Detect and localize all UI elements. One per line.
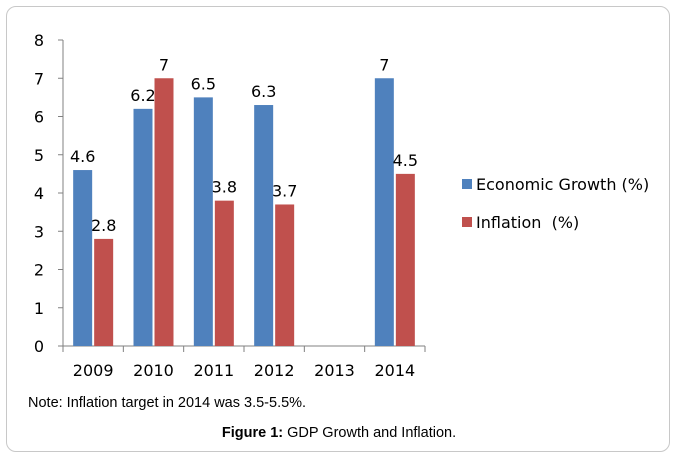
y-tick-label: 0 [34,337,44,356]
y-tick-label: 3 [34,222,44,241]
data-label: 6.3 [251,82,276,101]
y-tick-label: 6 [34,108,44,127]
data-label: 7 [379,55,389,74]
data-label: 3.7 [272,181,297,200]
x-axis: 2009 2010 2011 2012 2013 2014 [62,345,426,380]
bar-chart: 0 1 2 3 4 5 6 7 8 2009 2010 2011 2012 2013 2014 4.6 6.… [34,31,649,380]
bar-economic-growth [193,97,213,346]
data-label: 4.5 [393,151,418,170]
x-tick-label: 2011 [193,361,234,380]
data-label: 2.8 [91,216,116,235]
figure-frame [6,6,670,452]
y-tick-label: 7 [34,69,44,88]
figure-caption: Figure 1: GDP Growth and Inflation. [0,425,678,441]
legend-swatch [462,217,472,227]
bar-economic-growth [254,105,274,347]
legend-swatch [462,179,472,189]
bar-inflation [214,200,234,346]
x-tick-label: 2012 [254,361,295,380]
chart-note: Note: Inflation target in 2014 was 3.5-5… [28,395,307,411]
bar-inflation [395,173,415,346]
bar-economic-growth [133,108,153,346]
data-label: 6.2 [130,86,155,105]
x-tick-label: 2014 [374,361,415,380]
y-tick-label: 1 [34,299,44,318]
y-tick-label: 4 [34,184,44,203]
y-tick-label: 5 [34,146,44,165]
bars [73,78,415,347]
x-tick-label: 2009 [73,361,114,380]
x-tick-label: 2013 [314,361,355,380]
legend-label: Economic Growth (%) [476,175,649,194]
y-tick-label: 8 [34,31,44,50]
data-label: 3.8 [212,178,237,197]
bar-inflation [94,238,114,346]
figure-caption-text: GDP Growth and Inflation. [283,425,457,441]
x-tick-label: 2010 [133,361,174,380]
legend-label: Inflation (%) [476,213,579,232]
bar-inflation [275,204,295,346]
data-labels: 4.6 6.2 6.5 6.3 7 2.8 7 3.8 3.7 4.5 [70,55,418,235]
data-label: 4.6 [70,147,95,166]
bar-inflation [154,78,174,346]
y-axis: 0 1 2 3 4 5 6 7 8 [34,31,64,356]
bar-economic-growth [73,170,93,346]
y-tick-label: 2 [34,261,44,280]
bar-economic-growth [374,78,394,346]
data-label: 7 [159,55,169,74]
data-label: 6.5 [191,74,216,93]
legend: Economic Growth (%) Inflation (%) [462,175,649,232]
figure-caption-label: Figure 1: [221,425,284,441]
